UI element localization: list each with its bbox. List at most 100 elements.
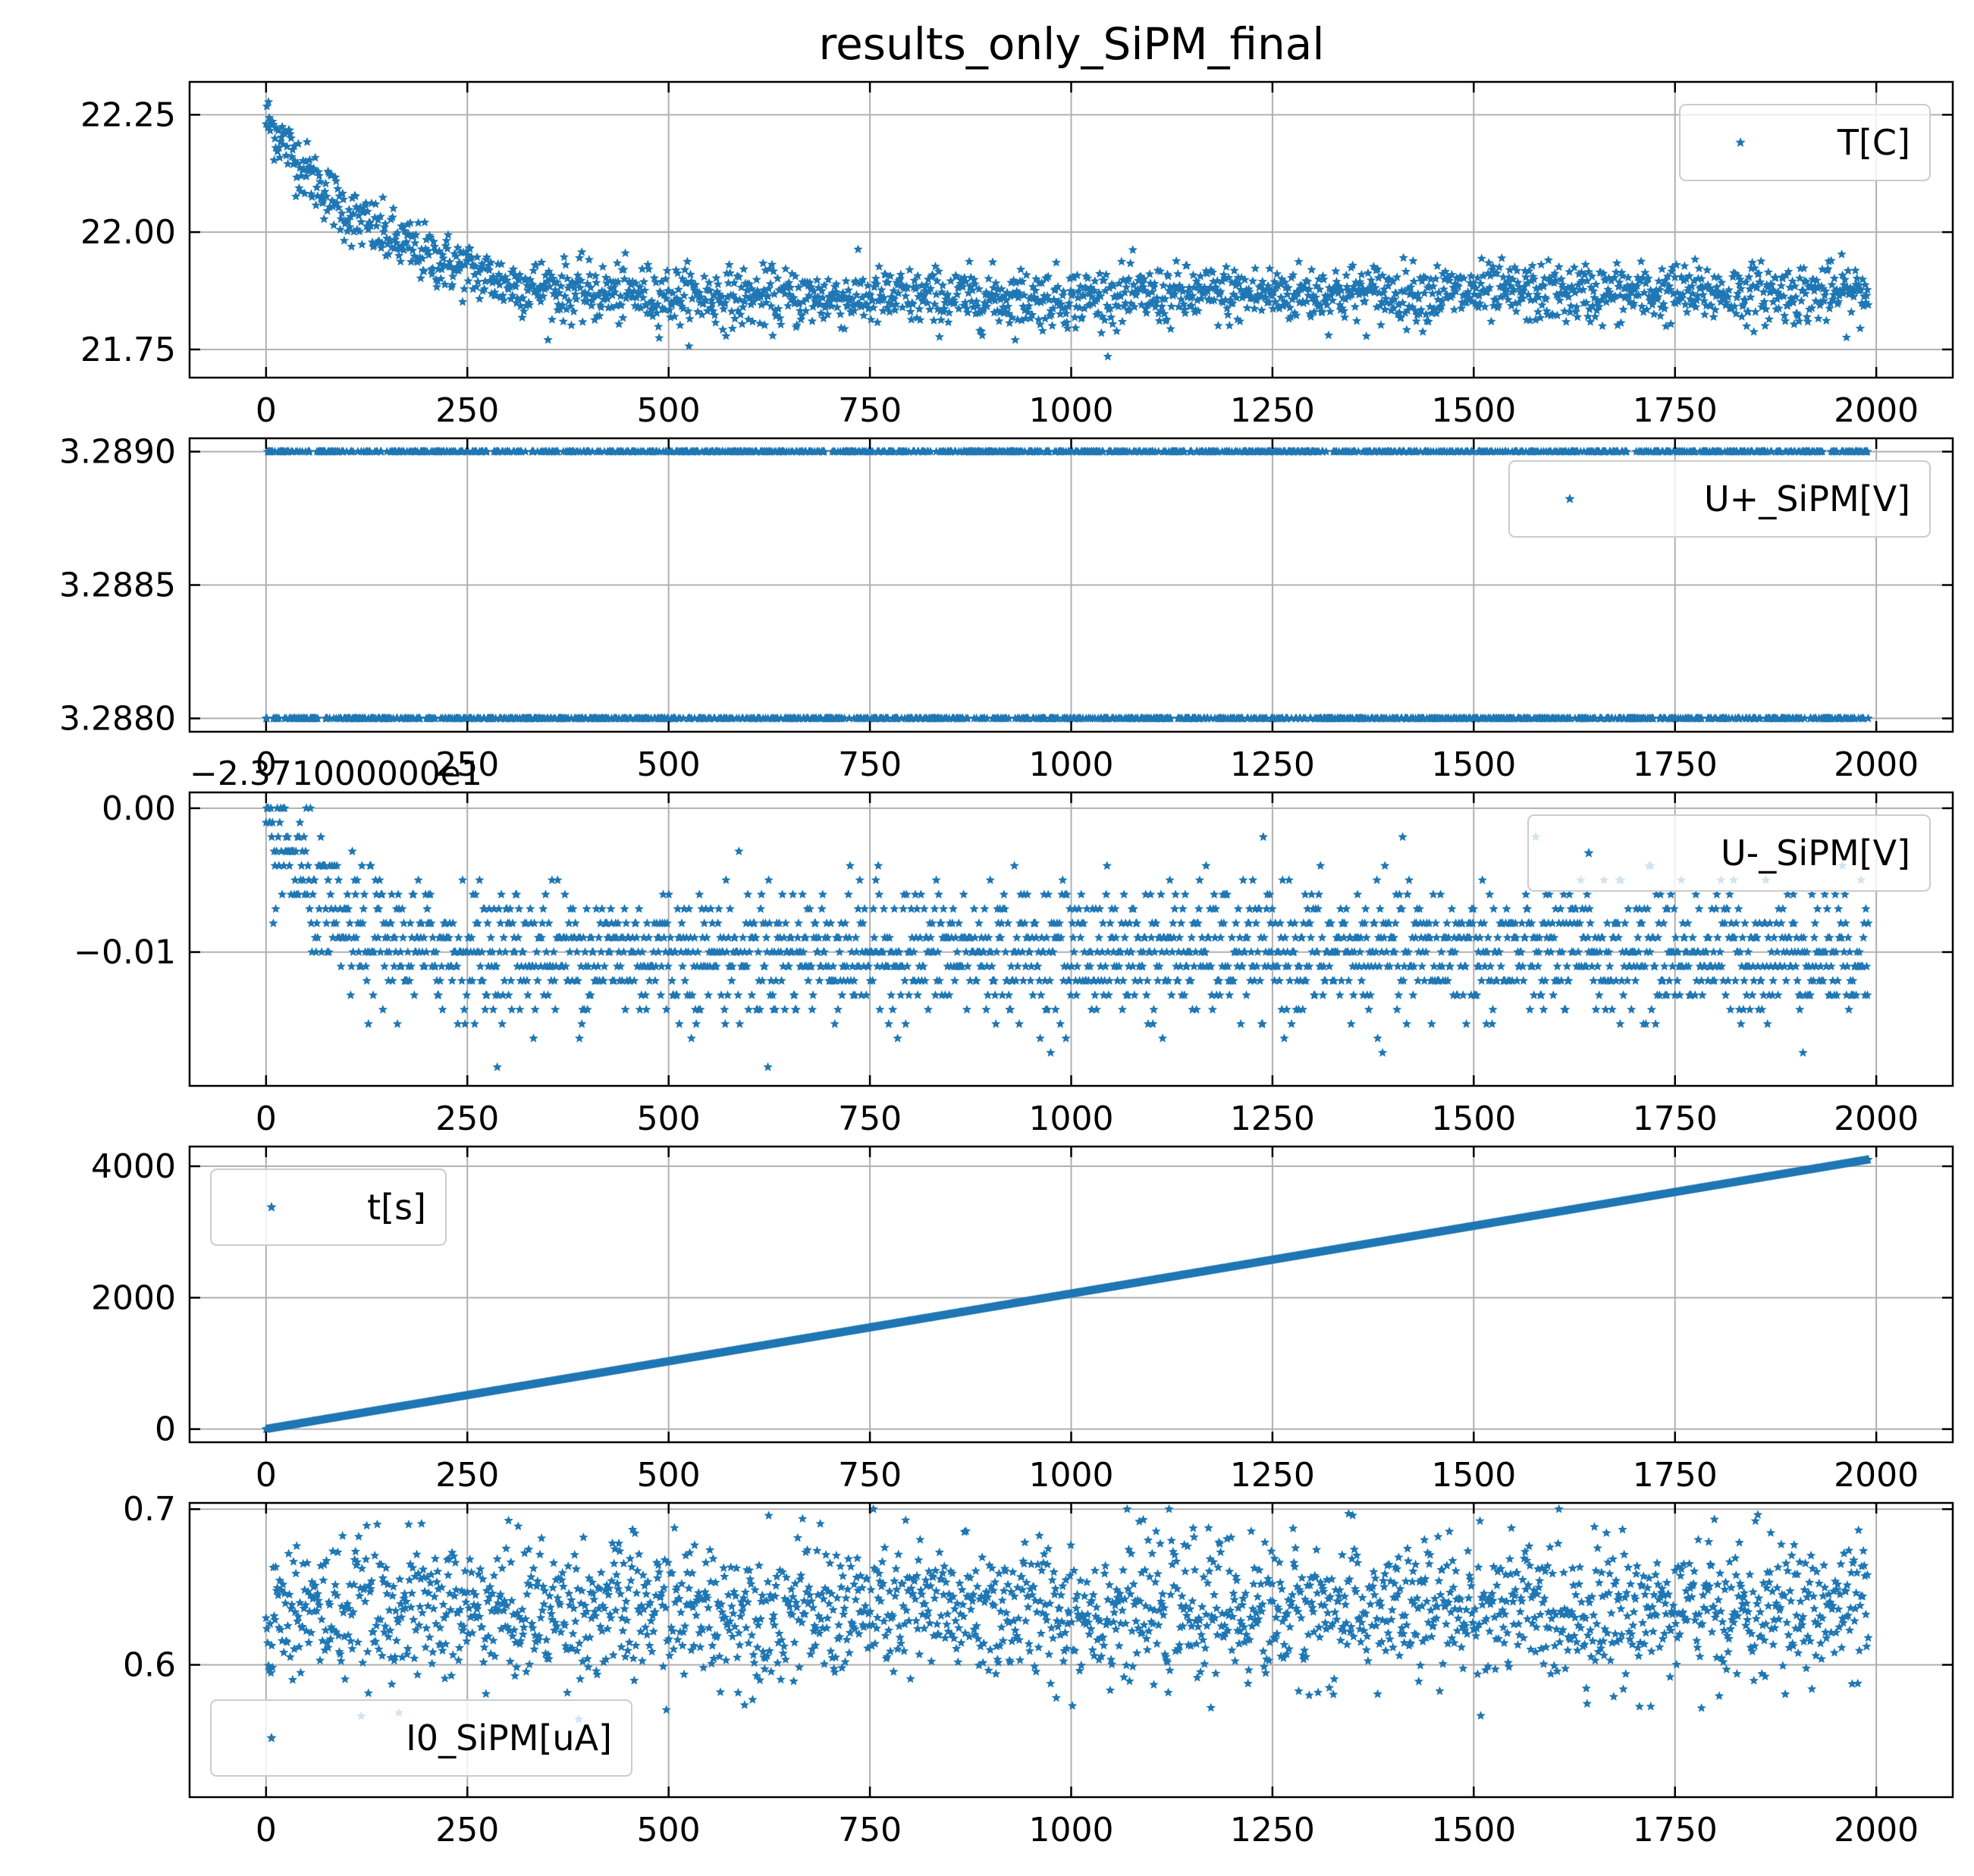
data-point [466, 933, 476, 942]
data-point [834, 947, 845, 956]
data-point [1325, 306, 1335, 316]
data-point [529, 265, 538, 275]
data-point [369, 240, 379, 249]
data-point [982, 713, 992, 723]
data-point [576, 962, 586, 971]
data-point [1213, 321, 1223, 330]
data-point [1577, 275, 1587, 285]
data-point [528, 279, 538, 289]
data-point [1017, 315, 1027, 325]
data-point [1231, 281, 1241, 290]
data-point [1784, 266, 1794, 276]
data-point [268, 918, 278, 927]
data-point [1328, 295, 1338, 305]
data-point [1850, 265, 1860, 274]
data-point [1269, 287, 1279, 296]
data-point [871, 279, 882, 289]
data-point [1742, 321, 1752, 331]
data-point [572, 947, 582, 956]
data-point [933, 947, 943, 956]
data-point [767, 259, 777, 269]
subplots: 0 250 500 750 1000 1250 1500 1750 200021.7522.00… [59, 80, 1954, 1849]
data-point [375, 212, 385, 221]
data-point [889, 447, 899, 456]
data-point [482, 447, 492, 456]
data-point [919, 290, 929, 300]
y-tick-label: 3.2885 [59, 566, 176, 605]
data-point [1847, 307, 1856, 316]
data-point [1552, 310, 1562, 320]
data-point [419, 266, 429, 276]
data-point [1852, 273, 1862, 283]
data-point [416, 918, 426, 927]
data-point [1618, 304, 1628, 314]
data-point [390, 933, 400, 942]
data-point [560, 259, 571, 269]
data-point [636, 303, 645, 312]
data-point [923, 274, 934, 284]
data-point [823, 933, 833, 942]
data-point [832, 303, 843, 312]
data-point [939, 904, 949, 913]
data-point [779, 933, 789, 942]
data-point [1449, 305, 1459, 314]
data-point [943, 317, 953, 327]
data-point [443, 230, 453, 240]
data-point [817, 904, 827, 913]
data-point [1743, 306, 1753, 316]
data-point [437, 264, 447, 274]
data-point [1437, 296, 1447, 306]
data-point [1408, 256, 1418, 265]
data-point [1361, 331, 1371, 340]
data-point [1400, 308, 1410, 317]
data-point [1813, 313, 1823, 323]
data-point [911, 281, 921, 291]
data-point [310, 152, 320, 162]
data-point [888, 1005, 898, 1014]
data-point [1414, 293, 1423, 303]
data-point [1632, 281, 1642, 290]
data-point [306, 803, 315, 813]
data-point [693, 947, 703, 956]
data-point [1448, 290, 1458, 300]
data-point [776, 319, 786, 329]
data-point [931, 289, 941, 299]
data-point [508, 264, 519, 274]
data-point [1124, 274, 1134, 283]
data-point [751, 933, 761, 942]
data-point [764, 875, 774, 884]
data-point [1100, 315, 1109, 325]
data-point [1590, 713, 1600, 723]
data-point [813, 292, 823, 301]
data-point [1064, 298, 1074, 308]
data-point [284, 861, 294, 870]
data-point [1178, 286, 1188, 296]
data-point [987, 289, 997, 298]
data-point [841, 276, 851, 285]
data-point [361, 198, 371, 208]
data-point [438, 1005, 447, 1014]
data-point [1774, 303, 1784, 312]
data-point [1636, 256, 1646, 266]
data-point [1760, 321, 1770, 330]
data-point [934, 331, 944, 341]
data-point [793, 918, 804, 927]
data-point [397, 962, 406, 971]
data-point [475, 875, 485, 884]
y-tick-label: 3.2890 [59, 433, 176, 472]
data-point [799, 296, 808, 306]
data-point [1013, 293, 1024, 302]
data-point [642, 300, 651, 310]
data-point [344, 904, 353, 913]
legend: T[C] [1679, 104, 1931, 181]
data-point [1023, 713, 1033, 723]
data-point [1220, 295, 1231, 304]
data-point [406, 256, 416, 266]
data-point [514, 904, 524, 913]
data-point [1105, 303, 1116, 312]
data-point [930, 904, 940, 913]
data-point [1192, 295, 1202, 305]
data-point [818, 889, 827, 899]
data-point [274, 713, 284, 723]
data-point [275, 817, 285, 827]
